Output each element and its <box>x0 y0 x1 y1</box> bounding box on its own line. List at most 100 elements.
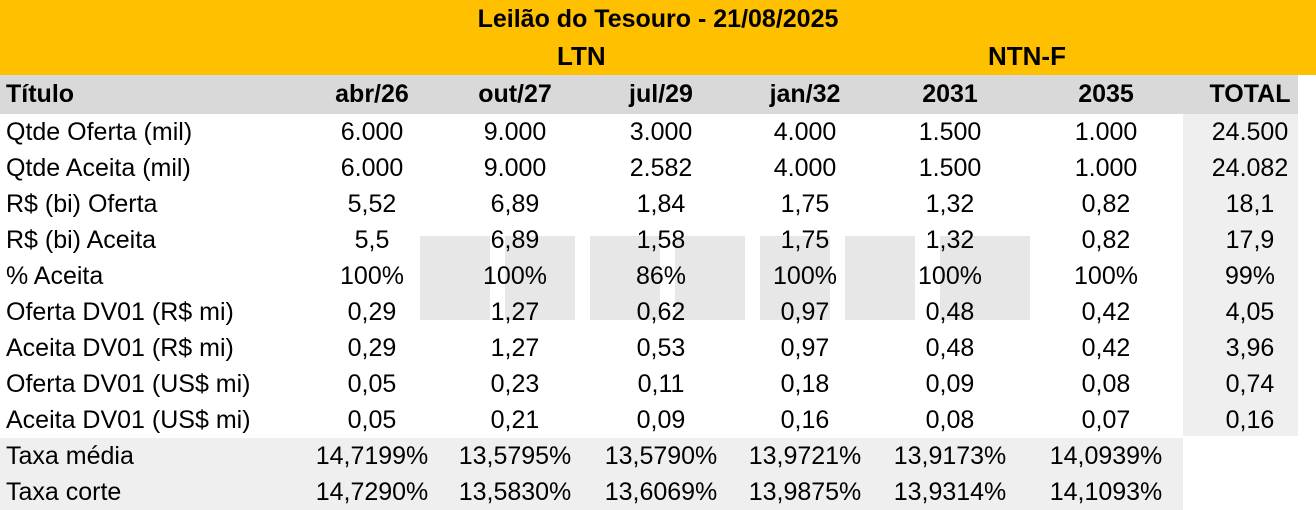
table-cell: 3.000 <box>629 117 693 146</box>
table-cell: 13,5830% <box>458 477 572 506</box>
table-cell: 1,32 <box>925 225 975 254</box>
table-row: R$ (bi) Aceita 5,5 6,89 1,58 1,75 1,32 0,82 17,… <box>0 222 1316 258</box>
table-row: % Aceita 100% 100% 86% 100% 100% 100% 99% <box>0 258 1316 294</box>
table-cell: 18,1 <box>1225 189 1275 218</box>
rate-row-background <box>0 438 1183 474</box>
table-cell: 1.500 <box>918 117 982 146</box>
table-title: Leilão do Tesouro - 21/08/2025 <box>0 0 1316 38</box>
table-row: R$ (bi) Oferta 5,52 6,89 1,84 1,75 1,32 0,82 18… <box>0 186 1316 222</box>
table-cell: 0,07 <box>1081 405 1131 434</box>
table-cell: 0,82 <box>1081 189 1131 218</box>
row-label: Taxa corte <box>6 477 122 506</box>
table-cell: 6,89 <box>490 225 540 254</box>
table-cell: 13,9875% <box>748 477 862 506</box>
table-header-row: Título abr/26 out/27 jul/29 jan/32 2031 2035 TO… <box>0 75 1316 114</box>
table-cell: 13,5795% <box>458 441 572 470</box>
table-cell: 5,5 <box>354 225 390 254</box>
header-background <box>0 75 1298 114</box>
table-cell: 1,75 <box>780 225 830 254</box>
table-cell: 0,08 <box>925 405 975 434</box>
table-title-text: Leilão do Tesouro - 21/08/2025 <box>477 4 839 33</box>
table-cell: 1,58 <box>636 225 686 254</box>
table-cell: 4.000 <box>773 153 837 182</box>
table-cell: 6.000 <box>340 153 404 182</box>
table-row: Taxa corte 14,7290% 13,5830% 13,6069% 13,987… <box>0 474 1316 510</box>
table-cell: 0,48 <box>925 297 975 326</box>
table-cell: 17,9 <box>1225 225 1275 254</box>
auction-table: Título abr/26 out/27 jul/29 jan/32 2031 2035 TO… <box>0 75 1316 510</box>
table-cell: 24.500 <box>1211 117 1289 146</box>
table-cell: 13,9721% <box>748 441 862 470</box>
table-cell: 0,11 <box>637 369 685 398</box>
table-cell: 0,74 <box>1225 369 1275 398</box>
table-cell: 1.000 <box>1074 153 1138 182</box>
table-cell: 1,84 <box>636 189 686 218</box>
table-cell: 4.000 <box>773 117 837 146</box>
table-cell <box>1180 474 1316 510</box>
table-cell: 9.000 <box>483 153 547 182</box>
table-cell: 100% <box>1074 261 1138 290</box>
table-cell: 0,97 <box>780 297 830 326</box>
group-header-row: LTN NTN-F <box>0 38 1316 75</box>
table-cell: 100% <box>918 261 982 290</box>
header-cell: jul/29 <box>629 80 693 108</box>
table-cell: 0,18 <box>780 369 830 398</box>
table-cell: 0,05 <box>347 405 397 434</box>
table-row: Aceita DV01 (US$ mi) 0,05 0,21 0,09 0,16 0,08… <box>0 402 1316 438</box>
table-cell: 14,7199% <box>315 441 429 470</box>
row-label: % Aceita <box>6 261 104 290</box>
row-label: R$ (bi) Oferta <box>6 189 158 218</box>
table-cell: 86% <box>635 261 687 290</box>
row-label: Oferta DV01 (R$ mi) <box>6 297 234 326</box>
table-cell <box>1180 438 1316 474</box>
table-cell: 0,29 <box>347 297 397 326</box>
rate-row-background <box>0 474 1183 510</box>
table-cell: 6.000 <box>340 117 404 146</box>
table-cell: 1,32 <box>925 189 975 218</box>
table-row: Qtde Aceita (mil) 6.000 9.000 2.582 4.000 1.5… <box>0 150 1316 186</box>
table-cell: 0,48 <box>925 333 975 362</box>
table-cell: 3,96 <box>1225 333 1275 362</box>
table-cell: 0,42 <box>1081 297 1131 326</box>
table-cell: 6,89 <box>490 189 540 218</box>
table-cell: 0,09 <box>925 369 975 398</box>
table-cell: 9.000 <box>483 117 547 146</box>
table-cell: 1,75 <box>780 189 830 218</box>
header-cell: TOTAL <box>1209 80 1291 108</box>
row-label: Aceita DV01 (US$ mi) <box>6 405 251 434</box>
group-ltn-label: LTN <box>557 41 606 71</box>
table-cell: 14,7290% <box>315 477 429 506</box>
table-cell: 13,6069% <box>604 477 718 506</box>
group-ntnf-label: NTN-F <box>988 41 1066 71</box>
table-cell: 1,27 <box>490 333 540 362</box>
table-cell: 0,16 <box>780 405 830 434</box>
table-cell: 0,97 <box>780 333 830 362</box>
table-cell: 0,62 <box>636 297 686 326</box>
table-cell: 0,09 <box>636 405 686 434</box>
row-label: Qtde Oferta (mil) <box>6 117 193 146</box>
row-label: Qtde Aceita (mil) <box>6 153 191 182</box>
row-label: Taxa média <box>6 441 134 470</box>
table-cell: 1,27 <box>490 297 540 326</box>
table-cell: 100% <box>340 261 404 290</box>
row-label: Oferta DV01 (US$ mi) <box>6 369 251 398</box>
table-cell: 0,05 <box>347 369 397 398</box>
table-cell: 1.000 <box>1074 117 1138 146</box>
table-cell: 0,16 <box>1225 405 1275 434</box>
row-label: Aceita DV01 (R$ mi) <box>6 333 234 362</box>
table-row: Taxa média 14,7199% 13,5795% 13,5790% 13,972… <box>0 438 1316 474</box>
row-label: R$ (bi) Aceita <box>6 225 157 254</box>
table-row: Qtde Oferta (mil) 6.000 9.000 3.000 4.000 1.5… <box>0 114 1316 150</box>
header-cell: out/27 <box>478 80 552 108</box>
table-cell: 0,29 <box>347 333 397 362</box>
table-cell: 13,9314% <box>893 477 1007 506</box>
table-cell: 0,82 <box>1081 225 1131 254</box>
table-cell: 24.082 <box>1211 153 1289 182</box>
table-row: Oferta DV01 (US$ mi) 0,05 0,23 0,11 0,18 0,09… <box>0 366 1316 402</box>
header-cell: 2035 <box>1078 80 1134 108</box>
table-cell: 0,21 <box>490 405 540 434</box>
header-cell: abr/26 <box>335 80 409 108</box>
table-cell: 13,5790% <box>604 441 718 470</box>
table-cell: 100% <box>483 261 547 290</box>
table-cell: 4,05 <box>1225 297 1275 326</box>
